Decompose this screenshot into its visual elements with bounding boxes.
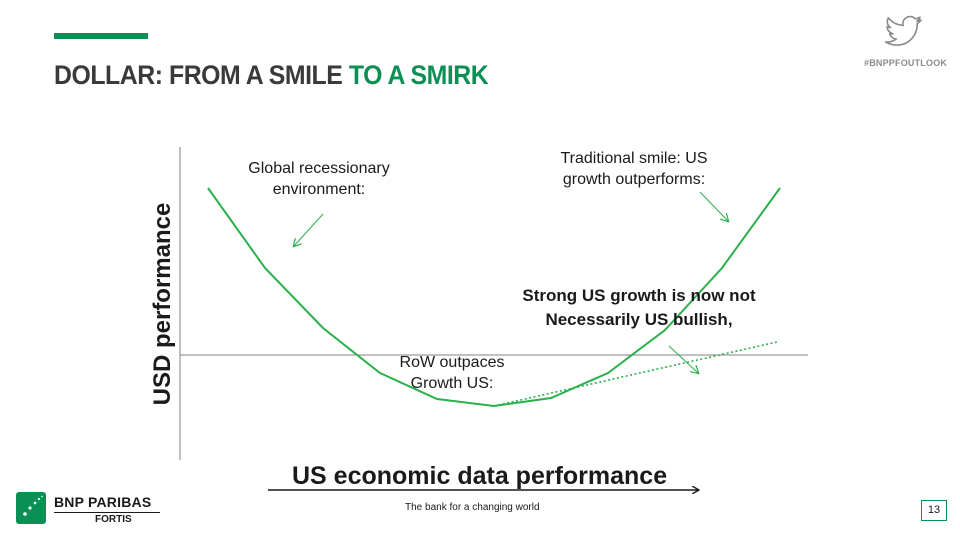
annotation-smirk-line2: Necessarily US bullish, (545, 310, 733, 329)
annotation-right-line1: Traditional smile: US (560, 150, 708, 167)
brand-name: BNP PARIBAS (54, 494, 152, 510)
page-number: 13 (921, 500, 947, 521)
annotation-center-line1: RoW outpaces (399, 354, 505, 371)
title-part-plain: DOLLAR: FROM A SMILE (54, 60, 349, 90)
annotation-traditional-smile: Traditional smile: US growth outperforms… (536, 148, 732, 190)
twitter-bird-icon[interactable] (884, 14, 924, 50)
slide-title: DOLLAR: FROM A SMILE TO A SMIRK (54, 60, 489, 91)
bnp-paribas-logo: BNP PARIBAS FORTIS (16, 492, 166, 528)
annotation-right-line2: growth outperforms: (562, 171, 706, 188)
smirk-annotation-arrow (668, 345, 698, 373)
hashtag-label: #BNPPFOUTLOOK (864, 58, 948, 68)
annotation-global-recessionary: Global recessionary environment: (226, 158, 412, 200)
y-axis-label: USD performance (149, 202, 176, 406)
annotation-row-outpaces: RoW outpaces Growth US: (376, 352, 528, 394)
x-axis-label: US economic data performance (292, 462, 668, 490)
left-annotation-arrow (294, 213, 324, 246)
smirk-dotted-line (493, 341, 778, 407)
brand-divider (54, 512, 160, 513)
annotation-center-line2: Growth US: (410, 375, 494, 392)
bnp-stars-logo-icon (16, 492, 46, 524)
annotation-left-line1: Global recessionary (248, 160, 390, 177)
title-part-highlight: TO A SMIRK (348, 60, 489, 90)
brand-subname: FORTIS (95, 514, 132, 525)
footer-tagline: The bank for a changing world (405, 502, 540, 513)
annotation-smirk-line1: Strong US growth is now not (522, 286, 756, 305)
title-accent-bar (54, 33, 148, 39)
right-annotation-arrow (699, 191, 728, 221)
annotation-left-line2: environment: (272, 181, 366, 198)
annotation-smirk-note: Strong US growth is now not Necessarily … (482, 284, 796, 332)
